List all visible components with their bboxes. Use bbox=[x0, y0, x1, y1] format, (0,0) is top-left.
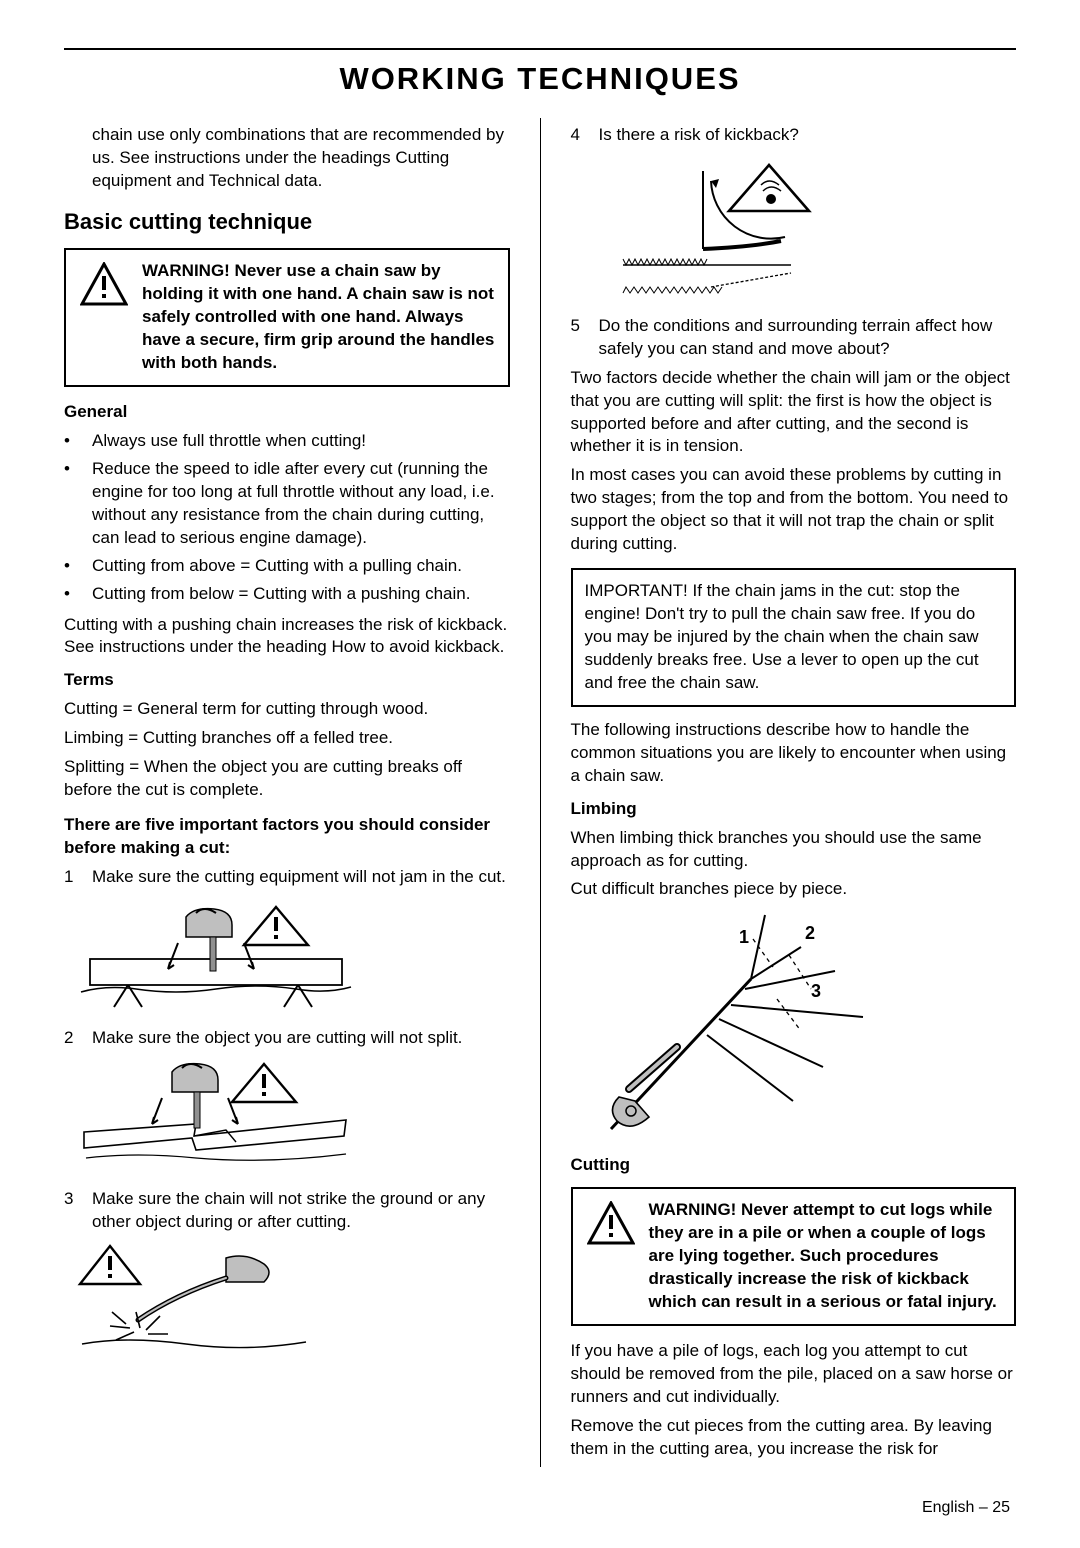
two-columns: chain use only combinations that are rec… bbox=[64, 118, 1016, 1467]
term-cutting: Cutting = General term for cutting throu… bbox=[64, 698, 510, 721]
paragraph: Two factors decide whether the chain wil… bbox=[571, 367, 1017, 459]
factor-text: Make sure the chain will not strike the … bbox=[92, 1188, 510, 1234]
general-bullets: •Always use full throttle when cutting! … bbox=[64, 430, 510, 606]
factor-text: Make sure the object you are cutting wil… bbox=[92, 1027, 462, 1050]
factors-list-right-2: 5Do the conditions and surrounding terra… bbox=[571, 315, 1017, 361]
paragraph: Remove the cut pieces from the cutting a… bbox=[571, 1415, 1017, 1461]
factors-list-right: 4Is there a risk of kickback? bbox=[571, 124, 1017, 147]
warning-triangle-icon bbox=[78, 260, 130, 306]
number-mark: 4 bbox=[571, 124, 599, 147]
warning-box-1: WARNING! Never use a chain saw by holdin… bbox=[64, 248, 510, 387]
general-heading: General bbox=[64, 401, 510, 424]
paragraph: Cut difficult branches piece by piece. bbox=[571, 878, 1017, 901]
number-mark: 2 bbox=[64, 1027, 92, 1050]
limbing-heading: Limbing bbox=[571, 798, 1017, 821]
heading-basic-cutting: Basic cutting technique bbox=[64, 207, 510, 237]
figure-kickback bbox=[611, 155, 1017, 305]
left-column: chain use only combinations that are rec… bbox=[64, 118, 510, 1467]
intro-continuation: chain use only combinations that are rec… bbox=[92, 124, 510, 193]
label-1: 1 bbox=[739, 927, 749, 947]
warning-triangle-icon bbox=[585, 1199, 637, 1245]
bullet-mark: • bbox=[64, 583, 92, 606]
terms-heading: Terms bbox=[64, 669, 510, 692]
cutting-heading: Cutting bbox=[571, 1154, 1017, 1177]
figure-jam-in-cut bbox=[76, 897, 510, 1017]
label-3: 3 bbox=[811, 981, 821, 1001]
page-title: WORKING TECHNIQUES bbox=[64, 58, 1016, 100]
factors-list-left-2: 2Make sure the object you are cutting wi… bbox=[64, 1027, 510, 1050]
top-rule bbox=[64, 48, 1016, 50]
factors-heading: There are five important factors you sho… bbox=[64, 814, 510, 860]
factor-text: Do the conditions and surrounding terrai… bbox=[599, 315, 1017, 361]
bullet-text: Reduce the speed to idle after every cut… bbox=[92, 458, 510, 550]
page-footer: English – 25 bbox=[64, 1497, 1016, 1519]
after-bullets-text: Cutting with a pushing chain increases t… bbox=[64, 614, 510, 660]
figure-strike-ground bbox=[76, 1242, 510, 1362]
bullet-item: •Cutting from below = Cutting with a pus… bbox=[64, 583, 510, 606]
factor-text: Make sure the cutting equipment will not… bbox=[92, 866, 506, 889]
factor-item: 3Make sure the chain will not strike the… bbox=[64, 1188, 510, 1234]
bullet-mark: • bbox=[64, 458, 92, 550]
factor-item: 5Do the conditions and surrounding terra… bbox=[571, 315, 1017, 361]
label-2: 2 bbox=[805, 923, 815, 943]
bullet-text: Always use full throttle when cutting! bbox=[92, 430, 366, 453]
bullet-item: •Cutting from above = Cutting with a pul… bbox=[64, 555, 510, 578]
factor-item: 2Make sure the object you are cutting wi… bbox=[64, 1027, 510, 1050]
bullet-mark: • bbox=[64, 430, 92, 453]
right-column: 4Is there a risk of kickback? bbox=[571, 118, 1017, 1467]
warning-text-1: WARNING! Never use a chain saw by holdin… bbox=[142, 260, 496, 375]
factor-item: 4Is there a risk of kickback? bbox=[571, 124, 1017, 147]
bullet-text: Cutting from below = Cutting with a push… bbox=[92, 583, 470, 606]
figure-limbing: 1 2 3 bbox=[601, 909, 1017, 1144]
paragraph: If you have a pile of logs, each log you… bbox=[571, 1340, 1017, 1409]
important-box: IMPORTANT! If the chain jams in the cut:… bbox=[571, 568, 1017, 707]
bullet-item: •Reduce the speed to idle after every cu… bbox=[64, 458, 510, 550]
term-limbing: Limbing = Cutting branches off a felled … bbox=[64, 727, 510, 750]
important-text: IMPORTANT! If the chain jams in the cut:… bbox=[585, 581, 979, 692]
paragraph: When limbing thick branches you should u… bbox=[571, 827, 1017, 873]
bullet-mark: • bbox=[64, 555, 92, 578]
warning-box-2: WARNING! Never attempt to cut logs while… bbox=[571, 1187, 1017, 1326]
figure-split bbox=[76, 1058, 510, 1178]
number-mark: 3 bbox=[64, 1188, 92, 1234]
factor-item: 1Make sure the cutting equipment will no… bbox=[64, 866, 510, 889]
bullet-item: •Always use full throttle when cutting! bbox=[64, 430, 510, 453]
factors-list-left: 1Make sure the cutting equipment will no… bbox=[64, 866, 510, 889]
bullet-text: Cutting from above = Cutting with a pull… bbox=[92, 555, 462, 578]
number-mark: 1 bbox=[64, 866, 92, 889]
number-mark: 5 bbox=[571, 315, 599, 361]
paragraph: In most cases you can avoid these proble… bbox=[571, 464, 1017, 556]
factor-text: Is there a risk of kickback? bbox=[599, 124, 799, 147]
warning-text-2: WARNING! Never attempt to cut logs while… bbox=[649, 1199, 1003, 1314]
factors-list-left-3: 3Make sure the chain will not strike the… bbox=[64, 1188, 510, 1234]
paragraph: The following instructions describe how … bbox=[571, 719, 1017, 788]
term-splitting: Splitting = When the object you are cutt… bbox=[64, 756, 510, 802]
column-divider bbox=[540, 118, 541, 1467]
